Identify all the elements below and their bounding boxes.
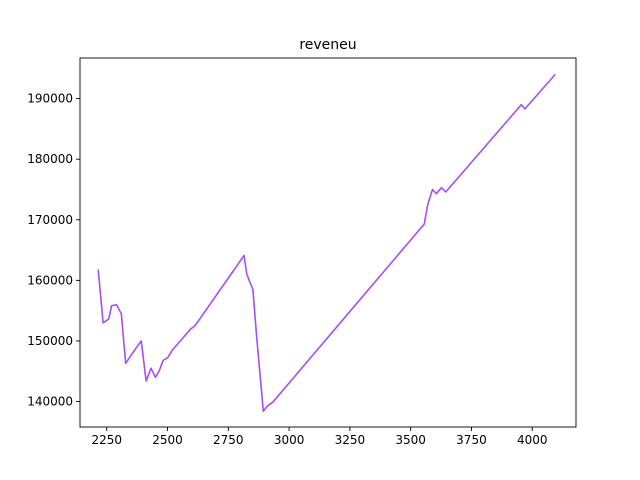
y-tick-label: 190000 [27, 92, 73, 106]
y-tick-label: 160000 [27, 273, 73, 287]
axes-frame [79, 57, 577, 428]
x-tick-label: 2750 [213, 433, 244, 447]
chart-title: reveneu [299, 37, 356, 53]
y-axis: 140000 150000 160000 170000 180000 190000 [27, 92, 80, 409]
y-tick-label: 150000 [27, 334, 73, 348]
x-tick-label: 3000 [274, 433, 305, 447]
x-tick-label: 3500 [395, 433, 426, 447]
series-layer [97, 73, 556, 413]
y-tick-label: 170000 [27, 213, 73, 227]
x-tick-label: 2500 [152, 433, 183, 447]
x-tick-label: 3250 [335, 433, 366, 447]
plot-area [79, 57, 577, 428]
series-line [97, 73, 556, 413]
x-tick-label: 2250 [91, 433, 122, 447]
y-tick-label: 140000 [27, 395, 73, 409]
x-tick-label: 4000 [517, 433, 548, 447]
y-tick-label: 180000 [27, 152, 73, 166]
x-axis: 2250 2500 2750 3000 3250 3500 3750 4000 [91, 427, 548, 447]
x-tick-label: 3750 [456, 433, 487, 447]
